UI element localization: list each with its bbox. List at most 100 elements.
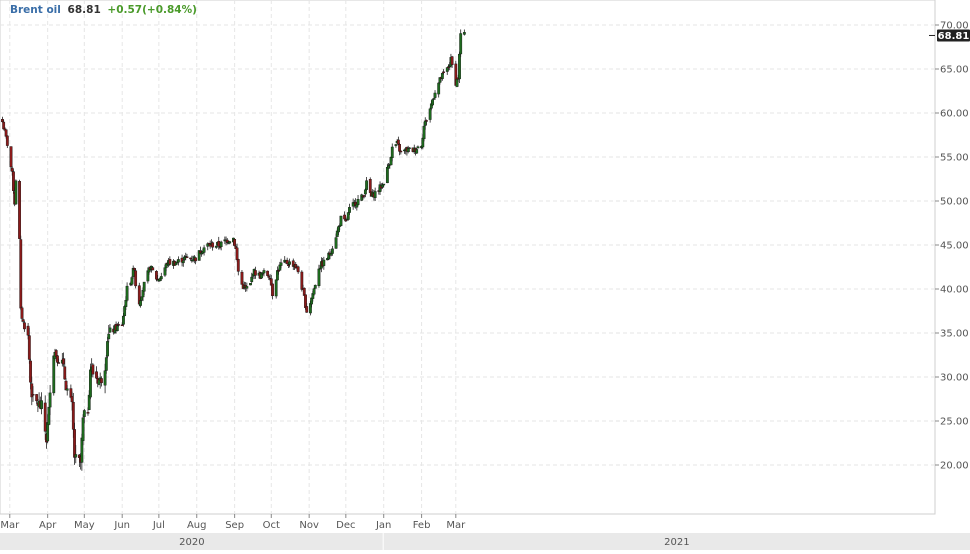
candle-down [21,319,25,322]
y-tick-label: 35.00 [940,329,969,340]
x-month-label: Apr [39,520,57,531]
candle-up [431,99,434,106]
candle-down [296,266,300,273]
candle-down [18,181,21,239]
candle-down [91,364,95,375]
candle-up [14,180,18,205]
x-month-label: Mar [446,520,466,531]
x-month-label: Nov [299,520,319,531]
candle-up [250,276,254,283]
candle-up [249,283,252,286]
candle-up [142,281,146,292]
candle-up [214,245,218,248]
candle-down [302,287,306,296]
y-tick-label: 25.00 [940,417,969,428]
candle-up [394,144,398,146]
candle-up [103,370,107,386]
y-tick-label: 55.00 [940,153,969,164]
candle-down [442,71,445,73]
candle-down [86,412,90,414]
x-month-label: Sep [225,520,244,531]
candle-down [185,256,189,258]
candle-up [373,191,377,198]
candle-up [365,180,368,190]
candle-up [106,341,109,357]
last-price-badge [937,29,970,42]
candle-up [382,183,386,186]
candle-down [117,324,120,326]
candle-down [305,306,309,313]
candle-up [82,410,86,417]
y-tick-label: 30.00 [940,373,969,384]
candle-up [385,166,389,184]
candle-down [35,394,39,402]
x-month-label: Aug [187,520,207,531]
candle-up [74,454,78,458]
candle-down [151,267,155,271]
candle-up [181,260,185,264]
candle-down [9,146,13,168]
candle-up [415,149,419,154]
y-tick-label: 40.00 [940,285,969,296]
candle-down [29,360,32,383]
candle-up [81,417,85,441]
candle-up [339,215,343,227]
candle-down [57,362,61,364]
candle-up [228,241,232,244]
candle-down [168,259,172,265]
candle-up [108,327,112,333]
candle-up [317,268,321,287]
candle-down [23,322,26,330]
candle-down [31,394,35,396]
candle-up [422,125,426,140]
candle-up [440,72,444,79]
candle-up [356,199,360,205]
candle-up [197,250,201,261]
candle-down [100,378,103,384]
candle-down [194,257,197,262]
candle-up [107,333,111,340]
candle-up [262,270,266,274]
instrument-name[interactable]: Brent oil [10,4,61,16]
x-month-label: Jun [113,520,130,531]
candle-down [266,270,270,276]
candle-up [177,259,180,263]
x-month-label: Jan [375,520,391,531]
x-month-label: Dec [336,520,355,531]
x-month-label: Mar [0,520,20,531]
candle-down [211,242,215,248]
last-price: 68.81 [67,4,101,16]
candle-down [271,283,274,297]
candle-up [115,325,119,332]
candle-up [47,407,51,425]
candle-up [433,92,437,98]
candle-up [202,247,206,253]
candle-down [63,366,67,380]
candle-up [219,241,223,247]
candle-down [235,247,239,260]
candle-down [43,402,47,432]
candle-down [5,135,9,146]
year-band-2021 [383,533,970,550]
candle-up [459,33,463,55]
instrument-header: Brent oil 68.81 +0.57(+0.84%) [10,4,197,16]
candle-up [139,300,142,306]
candle-up [130,277,134,285]
candle-up [313,284,317,289]
candle-up [52,355,56,394]
candle-up [279,262,283,266]
candle-up [65,388,69,391]
candle-down [27,335,31,360]
candle-up [312,288,316,295]
candle-up [104,357,108,371]
y-tick-label: 70.00 [940,21,969,32]
y-tick-label: 20.00 [940,461,969,472]
candle-down [233,239,237,247]
candle-up [122,315,125,325]
candle-up [390,146,394,159]
candle-down [19,239,23,309]
candle-up [407,147,411,149]
candle-up [48,392,52,408]
y-tick-label: 45.00 [940,241,969,252]
